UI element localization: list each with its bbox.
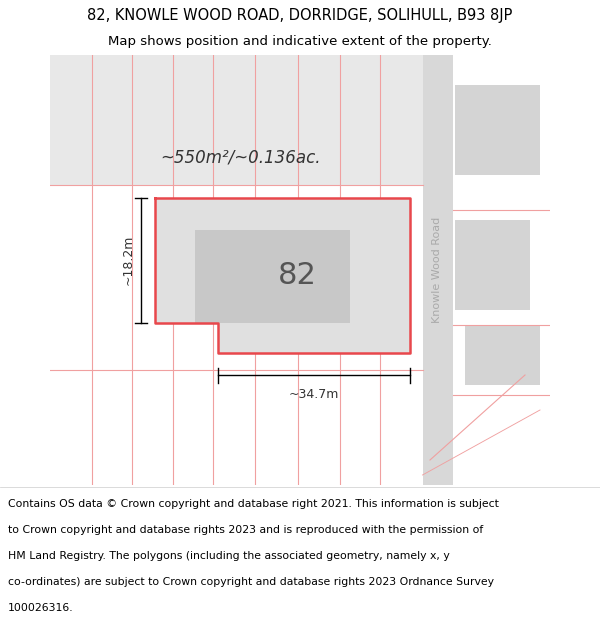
Text: ~34.7m: ~34.7m: [289, 388, 339, 401]
Text: Contains OS data © Crown copyright and database right 2021. This information is : Contains OS data © Crown copyright and d…: [8, 499, 499, 509]
Text: to Crown copyright and database rights 2023 and is reproduced with the permissio: to Crown copyright and database rights 2…: [8, 525, 483, 535]
Text: 82: 82: [278, 261, 317, 289]
Text: 82, KNOWLE WOOD ROAD, DORRIDGE, SOLIHULL, B93 8JP: 82, KNOWLE WOOD ROAD, DORRIDGE, SOLIHULL…: [88, 8, 512, 23]
Polygon shape: [155, 198, 410, 352]
Text: Knowle Wood Road: Knowle Wood Road: [433, 217, 443, 323]
Bar: [455, 85, 540, 175]
Bar: [195, 230, 350, 322]
Bar: [50, 55, 422, 185]
Text: ~18.2m: ~18.2m: [122, 235, 135, 285]
Text: HM Land Registry. The polygons (including the associated geometry, namely x, y: HM Land Registry. The polygons (includin…: [8, 551, 449, 561]
Bar: [465, 325, 540, 385]
Text: Map shows position and indicative extent of the property.: Map shows position and indicative extent…: [108, 35, 492, 48]
Bar: [455, 220, 530, 310]
Bar: [422, 55, 452, 485]
Text: co-ordinates) are subject to Crown copyright and database rights 2023 Ordnance S: co-ordinates) are subject to Crown copyr…: [8, 577, 494, 587]
Text: ~550m²/~0.136ac.: ~550m²/~0.136ac.: [160, 149, 320, 166]
Text: 100026316.: 100026316.: [8, 602, 73, 612]
